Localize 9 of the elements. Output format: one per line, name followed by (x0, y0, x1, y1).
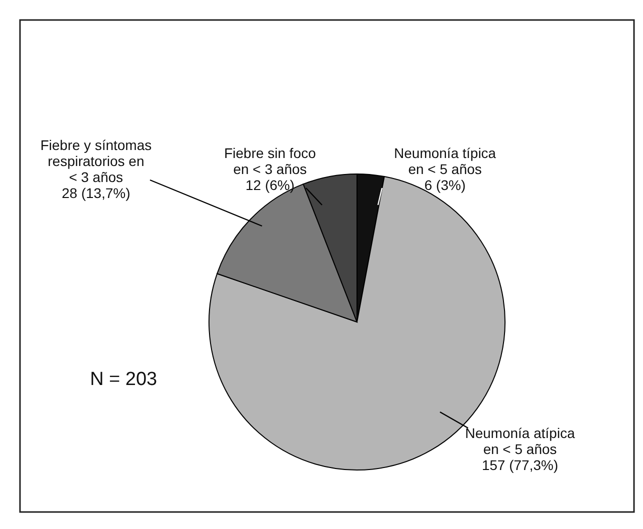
slice-label: Neumonía típica en < 5 años (394, 145, 496, 177)
slice-label: Fiebre y síntomas respiratorios en < 3 años (40, 137, 152, 185)
data-label: 157 (77,3%) (482, 457, 558, 473)
text: N = 203 (90, 369, 158, 390)
slice-label: Neumonía atípica en < 5 años (465, 425, 576, 457)
data-label: 12 (6%) (245, 177, 295, 193)
data-label: 28 (13,7%) (62, 185, 130, 201)
data-label: 6 (3%) (424, 177, 466, 193)
slice-label: Fiebre sin foco en < 3 años (224, 145, 316, 177)
